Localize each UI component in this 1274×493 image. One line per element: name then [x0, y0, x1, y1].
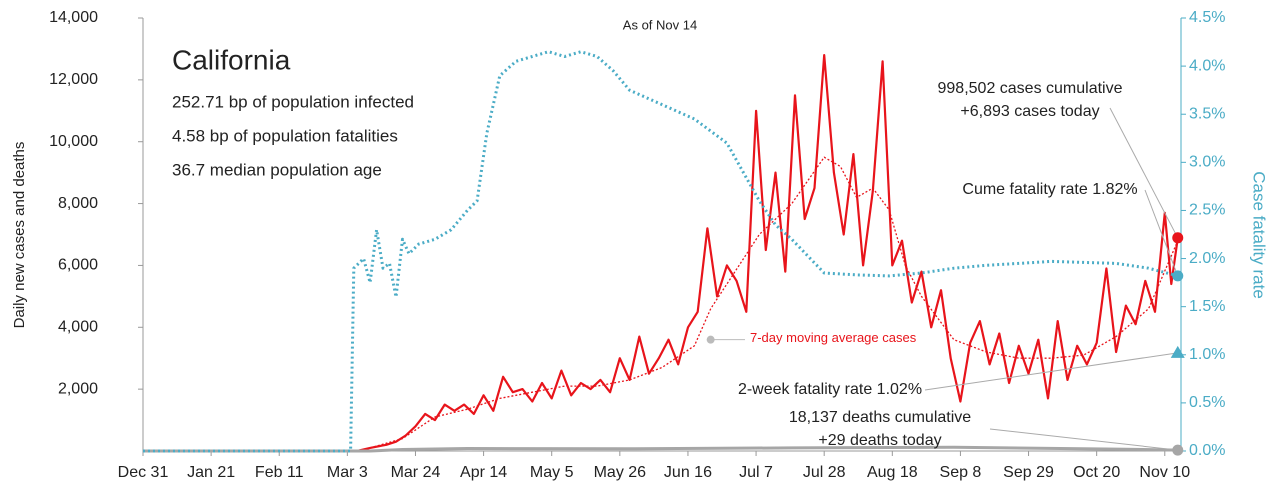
subtitle: As of Nov 14	[623, 17, 697, 32]
y2-axis-label: Case fatality rate	[1250, 171, 1269, 299]
y-axis-label: Daily new cases and deaths	[11, 142, 28, 329]
x-tick-label: May 26	[594, 464, 647, 481]
x-tick-label: Mar 3	[327, 464, 368, 481]
legend-label: 7-day moving average cases	[750, 330, 917, 345]
y-tick-label: 10,000	[49, 133, 98, 150]
x-tick-label: Jan 21	[187, 464, 235, 481]
x-tick-label: Feb 11	[255, 464, 304, 481]
leader-line	[1109, 107, 1179, 239]
marker	[1170, 345, 1185, 358]
series-line	[369, 156, 1179, 449]
series-line	[143, 54, 1179, 453]
info-line: 4.58 bp of population fatalities	[172, 126, 398, 145]
y-tick-label: 8,000	[58, 195, 98, 212]
series-line	[143, 50, 1179, 453]
annotation: +29 deaths today	[818, 432, 941, 449]
x-tick-label: Nov 10	[1139, 464, 1190, 481]
x-tick-label: Apr 14	[460, 464, 507, 481]
y2-tick-label: 1.0%	[1189, 346, 1225, 363]
y-tick-label: 2,000	[58, 380, 98, 397]
y-tick-label: 12,000	[49, 71, 98, 88]
y-tick-label: 6,000	[58, 257, 98, 274]
x-tick-label: Jul 28	[803, 464, 846, 481]
x-tick-label: Sep 8	[940, 464, 982, 481]
y2-tick-label: 2.0%	[1189, 250, 1225, 267]
leader-line	[924, 352, 1178, 391]
x-tick-label: Jun 16	[664, 464, 712, 481]
y2-tick-label: 0.5%	[1189, 394, 1225, 411]
leader-line	[989, 428, 1178, 451]
marker	[1172, 232, 1184, 244]
annotation: Cume fatality rate 1.82%	[962, 181, 1137, 198]
marker	[1172, 270, 1184, 282]
y2-tick-label: 2.5%	[1189, 202, 1225, 219]
y2-tick-label: 3.5%	[1189, 105, 1225, 122]
info-line: 36.7 median population age	[172, 160, 382, 179]
y-tick-label: 14,000	[49, 9, 98, 26]
x-tick-label: Oct 20	[1073, 464, 1120, 481]
y2-tick-label: 0.0%	[1189, 442, 1225, 459]
leader-dot	[706, 335, 715, 344]
x-tick-label: Aug 18	[867, 464, 918, 481]
series-line	[143, 445, 1178, 453]
x-tick-label: Mar 24	[391, 464, 441, 481]
x-tick-label: Jul 7	[739, 464, 773, 481]
info-line: 252.71 bp of population infected	[172, 92, 414, 111]
y2-tick-label: 4.0%	[1189, 57, 1225, 74]
x-tick-label: Sep 29	[1003, 464, 1054, 481]
y-tick-label: 4,000	[58, 319, 98, 336]
x-tick-label: May 5	[530, 464, 574, 481]
marker	[1172, 444, 1184, 456]
annotation: 998,502 cases cumulative	[938, 80, 1123, 97]
annotation: +6,893 cases today	[960, 103, 1099, 120]
y2-tick-label: 4.5%	[1189, 9, 1225, 26]
leader-line	[1144, 189, 1179, 277]
chart-title: California	[172, 44, 291, 75]
y2-tick-label: 1.5%	[1189, 298, 1225, 315]
y2-tick-label: 3.0%	[1189, 154, 1225, 171]
annotation: 2-week fatality rate 1.02%	[738, 381, 922, 398]
annotation: 18,137 deaths cumulative	[789, 409, 971, 426]
x-tick-label: Dec 31	[118, 464, 169, 481]
